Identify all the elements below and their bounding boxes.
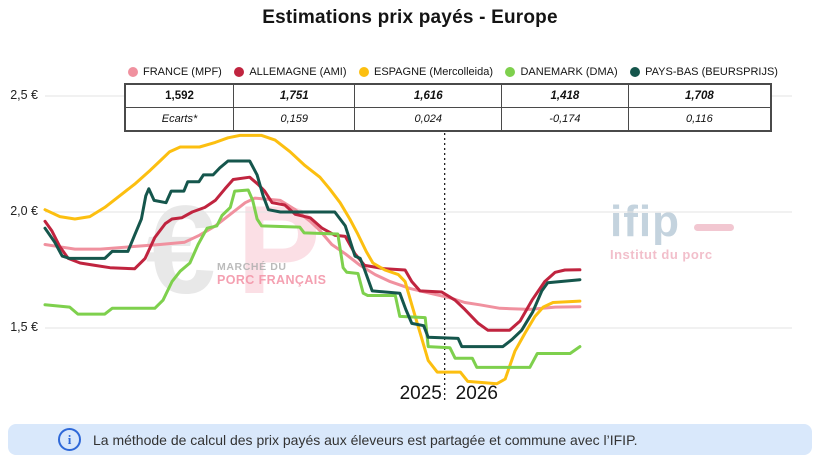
- legend-dot-icon: [128, 66, 138, 77]
- page-title: Estimations prix payés - Europe: [262, 7, 558, 28]
- legend-label: FRANCE (MPF): [143, 65, 222, 78]
- series-line-pays-bas: [43, 159, 582, 349]
- mpf-watermark-text: MARCHÉ DU PORC FRANÇAIS: [217, 261, 326, 287]
- legend-label: ESPAGNE (Mercolleida): [373, 65, 493, 78]
- table-cell: 1,708: [627, 83, 772, 108]
- info-icon[interactable]: i: [58, 428, 81, 451]
- legend-label: ALLEMAGNE (AMI): [249, 65, 347, 78]
- legend-item-pays-bas[interactable]: PAYS-BAS (BEURSPRIJS): [630, 66, 778, 78]
- table-cell: 0,024: [354, 107, 503, 132]
- legend-item-france[interactable]: FRANCE (MPF): [128, 66, 222, 78]
- x-axis-year-label: 2025: [399, 383, 442, 404]
- table-cell: 1,418: [501, 83, 629, 108]
- legend-item-espagne[interactable]: ESPAGNE (Mercolleida): [358, 65, 493, 78]
- legend-item-allemagne[interactable]: ALLEMAGNE (AMI): [234, 65, 347, 78]
- table-cell: 1,751: [233, 83, 356, 108]
- table-cell: 0,159: [233, 107, 356, 132]
- legend-label: PAYS-BAS (BEURSPRIJS): [645, 65, 778, 78]
- legend-item-danemark[interactable]: DANEMARK (DMA): [505, 65, 618, 78]
- price-table: 1,592 1,751 1,616 1,418 1,708 Ecarts* 0,159 0,0…: [124, 83, 772, 132]
- mpf-logo-p-watermark: P: [237, 181, 321, 320]
- ifip-watermark-subtitle: Institut du porc: [610, 247, 713, 262]
- series-line-espagne: [43, 133, 582, 386]
- legend-dot-icon: [234, 66, 245, 77]
- ifip-watermark-dash-icon: [693, 223, 734, 231]
- mpf-watermark-line2: PORC FRANÇAIS: [217, 273, 327, 288]
- series-line-danemark: [43, 188, 582, 369]
- info-banner: i La méthode de calcul des prix payés au…: [8, 424, 812, 455]
- legend-dot-icon: [630, 66, 641, 77]
- y-tick-label: 1,5 €: [10, 320, 38, 334]
- series-line-france: [43, 196, 582, 311]
- legend-label: DANEMARK (DMA): [520, 65, 618, 78]
- legend-dot-icon: [505, 66, 516, 77]
- series-line-allemagne: [43, 175, 582, 332]
- mpf-watermark-line1: MARCHÉ DU: [217, 261, 287, 273]
- table-cell: 1,616: [354, 83, 503, 108]
- table-cell: 1,592: [124, 83, 235, 108]
- x-axis-year-label: 2026: [455, 383, 498, 404]
- table-cell: -0,174: [501, 107, 629, 132]
- chart-legend: FRANCE (MPF) ALLEMAGNE (AMI) ESPAGNE (Merc…: [128, 63, 778, 80]
- table-cell: Ecarts*: [124, 107, 235, 132]
- info-banner-text: La méthode de calcul des prix payés aux …: [93, 431, 638, 448]
- legend-dot-icon: [358, 66, 369, 77]
- y-tick-label: 2,0 €: [10, 204, 38, 218]
- ifip-watermark-name: ifip: [610, 197, 680, 246]
- ecarts-row: Ecarts* 0,159 0,024 -0,174 0,116: [124, 107, 772, 132]
- y-tick-label: 2,5 €: [10, 88, 38, 102]
- chart-svg: [43, 95, 792, 400]
- price-row: 1,592 1,751 1,616 1,418 1,708: [124, 83, 772, 108]
- ifip-watermark: ifip Institut du porc: [610, 200, 734, 262]
- table-cell: 0,116: [627, 107, 772, 132]
